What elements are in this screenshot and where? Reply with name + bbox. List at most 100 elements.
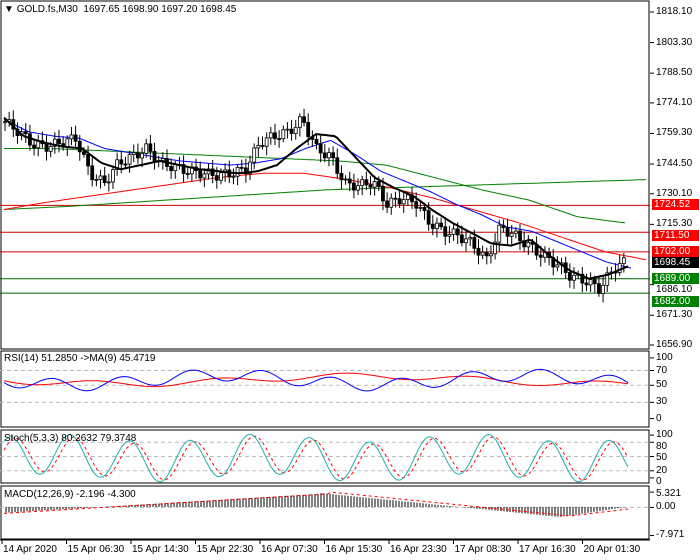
candle-body bbox=[252, 147, 257, 163]
rsi-line bbox=[3, 368, 629, 392]
candle-body bbox=[285, 128, 290, 131]
collapse-triangle-icon[interactable]: ▼ bbox=[4, 4, 14, 15]
candle-body bbox=[268, 132, 273, 139]
candle-body bbox=[106, 181, 111, 184]
candle-body bbox=[293, 126, 298, 134]
candle-body bbox=[152, 151, 157, 163]
candle-body bbox=[439, 222, 444, 228]
candle-body bbox=[277, 138, 282, 140]
candle-body bbox=[389, 197, 394, 208]
level-tag-1702.00: 1702.00 bbox=[652, 245, 699, 257]
time-tick-label: 16 Apr 15:30 bbox=[325, 544, 383, 555]
time-tick-label: 15 Apr 14:30 bbox=[132, 544, 189, 555]
time-tick-label: 15 Apr 22:30 bbox=[196, 544, 254, 555]
candle-body bbox=[572, 274, 576, 281]
candle-body bbox=[214, 175, 219, 181]
candle-body bbox=[464, 238, 468, 244]
candle-body bbox=[331, 152, 336, 159]
candle-body bbox=[397, 198, 402, 205]
level-tag-1711.50: 1711.50 bbox=[652, 229, 699, 241]
candle-body bbox=[501, 224, 506, 229]
candle-body bbox=[256, 144, 261, 149]
candle-body bbox=[339, 173, 344, 181]
candle-body bbox=[327, 152, 331, 159]
candle-body bbox=[57, 138, 61, 145]
candle-body bbox=[52, 138, 57, 147]
candle-body bbox=[69, 134, 74, 140]
candle-body bbox=[73, 134, 78, 142]
ma-slow-line bbox=[3, 179, 647, 210]
candle-body bbox=[136, 152, 140, 159]
candle-body bbox=[509, 232, 514, 237]
candle-body bbox=[484, 251, 489, 257]
stoch-tick-label: 50 bbox=[656, 452, 668, 464]
price-tick-label: 1759.30 bbox=[656, 127, 693, 139]
candle-body bbox=[580, 273, 585, 284]
time-tick-label: 16 Apr 23:30 bbox=[390, 544, 447, 555]
candle-body bbox=[322, 152, 327, 159]
rsi-tick-label: 50 bbox=[656, 379, 668, 391]
candle-body bbox=[140, 153, 144, 159]
candle-body bbox=[264, 137, 269, 147]
candle-body bbox=[127, 154, 132, 165]
candle-body bbox=[381, 186, 385, 202]
macd-tick-label: -7.971 bbox=[656, 529, 685, 541]
candle-body bbox=[385, 200, 390, 208]
candle-body bbox=[235, 166, 240, 177]
macd-title: MACD(12,26,9) -2.196 -4.300 bbox=[4, 489, 136, 500]
candle-body bbox=[281, 129, 286, 140]
candle-body bbox=[131, 152, 136, 155]
candle-body bbox=[405, 194, 410, 201]
candle-body bbox=[3, 121, 7, 124]
rsi-tick-label: 0 bbox=[656, 412, 662, 424]
price-tick-label: 1818.10 bbox=[656, 6, 693, 17]
symbol-label: GOLD.fs,M30 bbox=[16, 4, 78, 15]
candle-body bbox=[368, 184, 373, 188]
candle-body bbox=[231, 175, 236, 178]
level-tag-1724.52: 1724.52 bbox=[652, 199, 699, 211]
price-tick-label: 1671.30 bbox=[656, 309, 693, 321]
candle-body bbox=[185, 173, 190, 175]
candle-body bbox=[414, 201, 419, 209]
time-tick-label: 16 Apr 07:30 bbox=[261, 544, 318, 555]
candle-body bbox=[347, 178, 352, 184]
pane-frame-1 bbox=[0, 350, 650, 428]
candle-body bbox=[260, 144, 265, 147]
candle-body bbox=[119, 159, 124, 165]
candle-body bbox=[94, 179, 99, 181]
candle-body bbox=[605, 272, 610, 286]
price-tick-label: 1788.50 bbox=[656, 67, 693, 79]
candle-body bbox=[513, 230, 518, 234]
rsi-title: RSI(14) 51.2850 ->MA(9) 45.4719 bbox=[4, 353, 156, 364]
candle-body bbox=[418, 206, 423, 209]
candle-body bbox=[32, 144, 36, 149]
candle-body bbox=[48, 145, 53, 152]
candle-body bbox=[23, 131, 28, 135]
candle-body bbox=[555, 264, 560, 268]
candle-body bbox=[426, 210, 431, 225]
candle-body bbox=[206, 168, 211, 175]
candle-body bbox=[343, 178, 348, 181]
candle-body bbox=[210, 168, 215, 177]
candle-body bbox=[82, 151, 86, 155]
ma-long-line bbox=[3, 172, 647, 261]
candle-body bbox=[518, 230, 522, 242]
candle-body bbox=[584, 282, 589, 286]
symbol-header: ▼ GOLD.fs,M30 1697.65 1698.90 1697.20 16… bbox=[4, 4, 236, 15]
macd-signal-line bbox=[3, 491, 629, 517]
rsi-ma-line bbox=[3, 372, 629, 388]
candle-body bbox=[360, 179, 365, 187]
candle-body bbox=[219, 172, 223, 181]
stoch-tick-label: 100 bbox=[656, 429, 673, 441]
candle-body bbox=[526, 242, 531, 248]
candle-body bbox=[289, 128, 294, 134]
ma-fast-line bbox=[3, 116, 629, 280]
candle-body bbox=[393, 197, 398, 200]
candle-body bbox=[592, 279, 597, 285]
candle-body bbox=[98, 175, 103, 180]
candle-body bbox=[493, 241, 497, 255]
candle-body bbox=[86, 153, 90, 167]
candle-body bbox=[597, 283, 601, 294]
